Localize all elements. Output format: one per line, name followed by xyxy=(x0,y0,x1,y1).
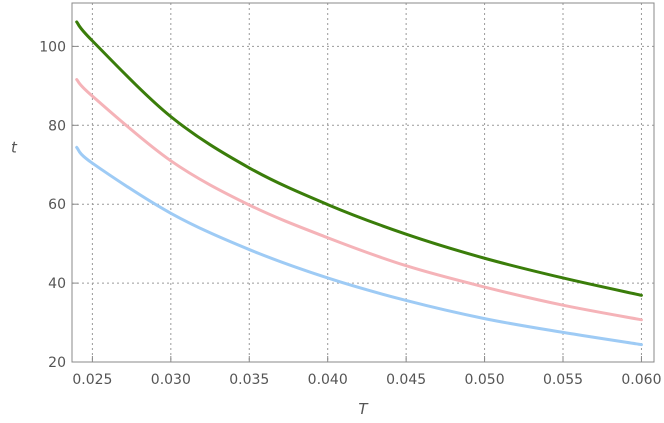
series-line-blue xyxy=(75,145,643,347)
series-line-pink xyxy=(75,78,643,322)
series-line-green xyxy=(75,20,643,297)
x-tick-label: 0.040 xyxy=(308,372,348,388)
x-tick-label: 0.045 xyxy=(386,372,426,388)
x-tick-label: 0.025 xyxy=(72,372,112,388)
y-axis-label: t xyxy=(11,139,18,157)
y-tick-label: 40 xyxy=(48,276,66,292)
x-axis-label: T xyxy=(358,400,369,418)
y-tick-label: 60 xyxy=(48,197,66,213)
y-tick-label: 100 xyxy=(39,39,66,55)
plot-frame xyxy=(71,2,655,363)
x-tick-label: 0.050 xyxy=(465,372,505,388)
axis-ticks xyxy=(72,45,642,363)
x-tick-label: 0.055 xyxy=(543,372,583,388)
x-tick-label: 0.035 xyxy=(229,372,269,388)
y-tick-label: 20 xyxy=(48,355,66,371)
x-tick-labels: 0.025 0.030 0.035 0.040 0.045 0.050 0.055 0.060 xyxy=(72,372,661,388)
y-tick-labels: 20 40 60 80 100 xyxy=(39,39,66,371)
grid-lines xyxy=(72,3,654,362)
x-tick-label: 0.030 xyxy=(151,372,191,388)
y-tick-label: 80 xyxy=(48,118,66,134)
x-tick-label: 0.060 xyxy=(621,372,661,388)
series-lines xyxy=(75,20,643,347)
